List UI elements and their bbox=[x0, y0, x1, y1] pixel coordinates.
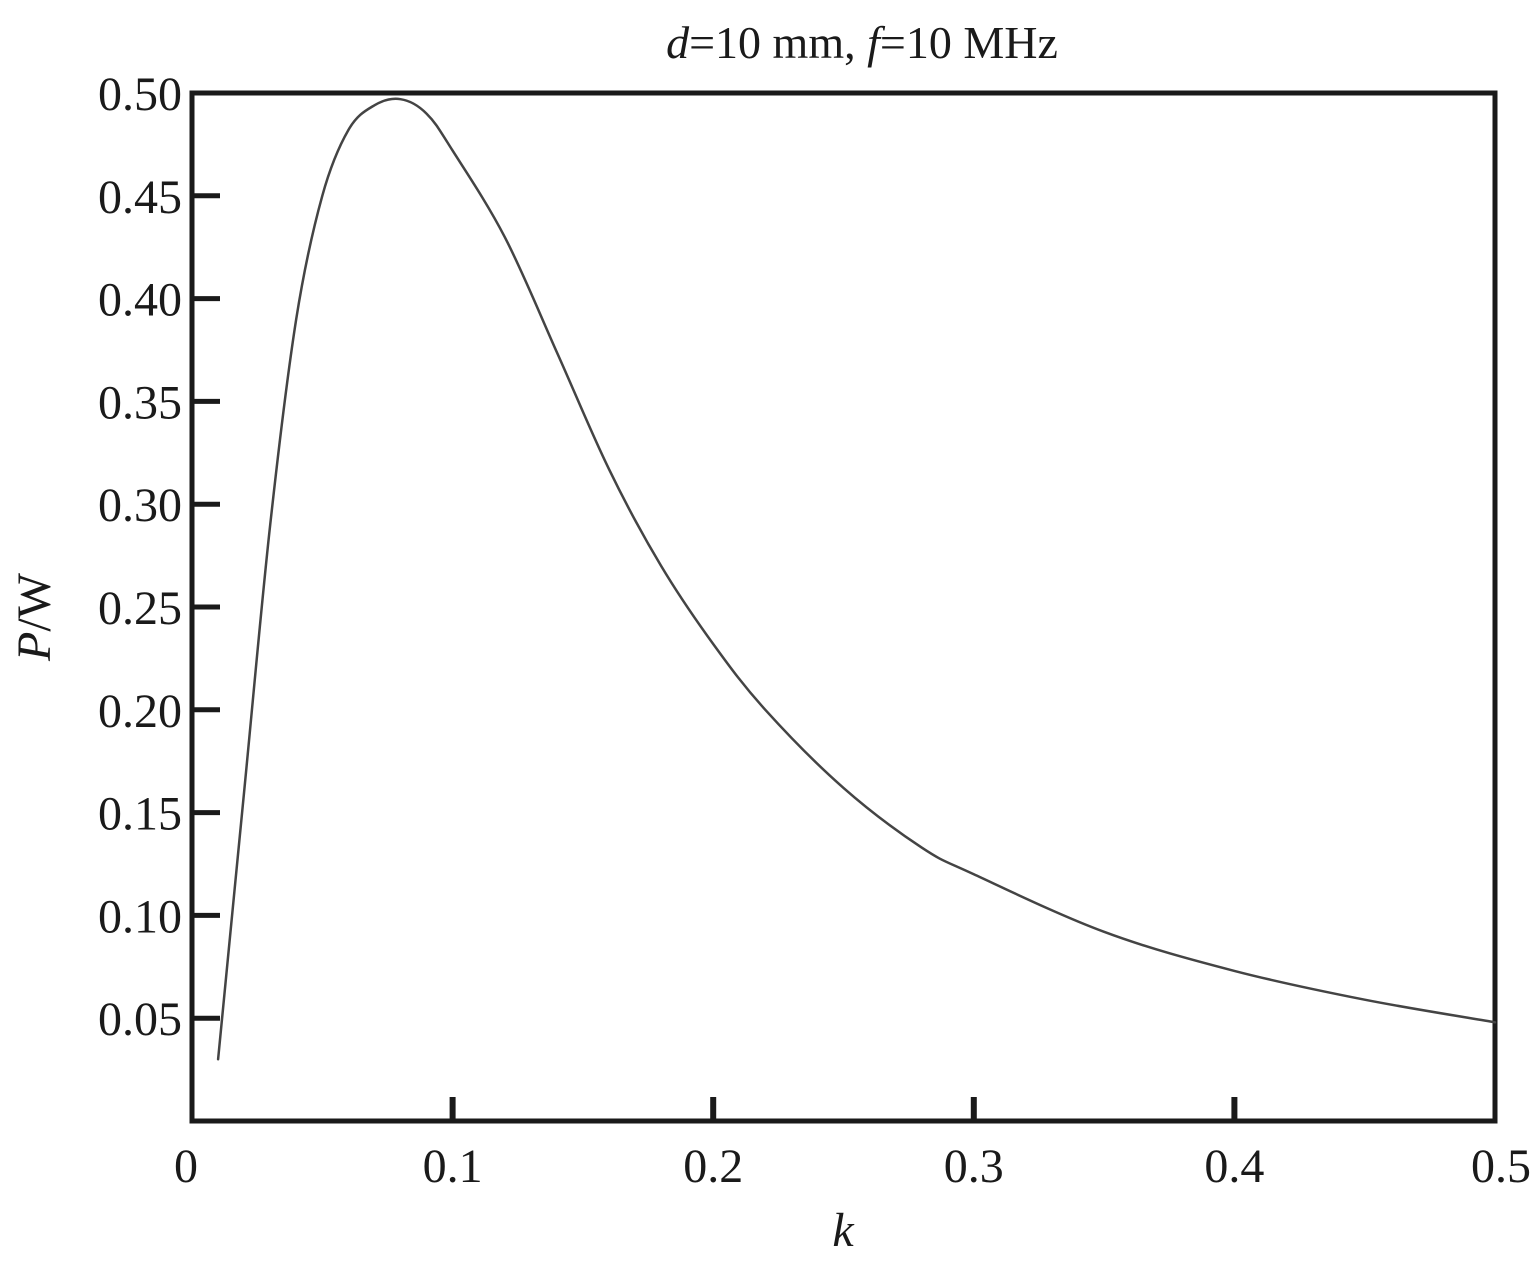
y-tick-label: 0.20 bbox=[98, 685, 182, 738]
x-axis-ticks: 0 0.1 0.2 0.3 0.4 0.5 bbox=[174, 1097, 1531, 1193]
y-tick-label: 0.05 bbox=[98, 993, 182, 1046]
y-tick-label: 0.30 bbox=[98, 479, 182, 532]
x-tick-label: 0.4 bbox=[1204, 1140, 1264, 1193]
y-tick-label: 0.35 bbox=[98, 376, 182, 429]
y-axis-label-unit: /W bbox=[8, 572, 61, 631]
x-tick-label: 0.2 bbox=[683, 1140, 743, 1193]
x-tick-label: 0.5 bbox=[1471, 1140, 1531, 1193]
chart-title: d=10 mm, f=10 MHz bbox=[666, 17, 1058, 68]
title-d-symbol: d bbox=[666, 17, 690, 68]
y-tick-label: 0.45 bbox=[98, 171, 182, 224]
y-tick-label: 0.10 bbox=[98, 890, 182, 943]
plot-frame bbox=[189, 90, 1498, 1124]
title-f-value: =10 MHz bbox=[880, 17, 1058, 68]
title-d-value: =10 mm, bbox=[689, 17, 867, 68]
y-tick-label: 0.25 bbox=[98, 582, 182, 635]
y-tick-label: 0.50 bbox=[98, 68, 182, 121]
x-axis-label: k bbox=[832, 1204, 855, 1257]
series-layer bbox=[216, 97, 1497, 1061]
y-axis-label: P/W bbox=[8, 572, 61, 662]
y-axis-label-symbol: P bbox=[8, 632, 61, 662]
x-tick-label: 0.3 bbox=[944, 1140, 1004, 1193]
x-tick-label: 0 bbox=[174, 1140, 198, 1193]
y-tick-label: 0.15 bbox=[98, 788, 182, 841]
x-tick-label: 0.1 bbox=[423, 1140, 483, 1193]
y-tick-label: 0.40 bbox=[98, 274, 182, 327]
series-line bbox=[216, 97, 1497, 1061]
y-axis-ticks: 0.05 0.10 0.15 0.20 0.25 0.30 0.35 0.40 0.45 0.50 bbox=[98, 68, 220, 1046]
